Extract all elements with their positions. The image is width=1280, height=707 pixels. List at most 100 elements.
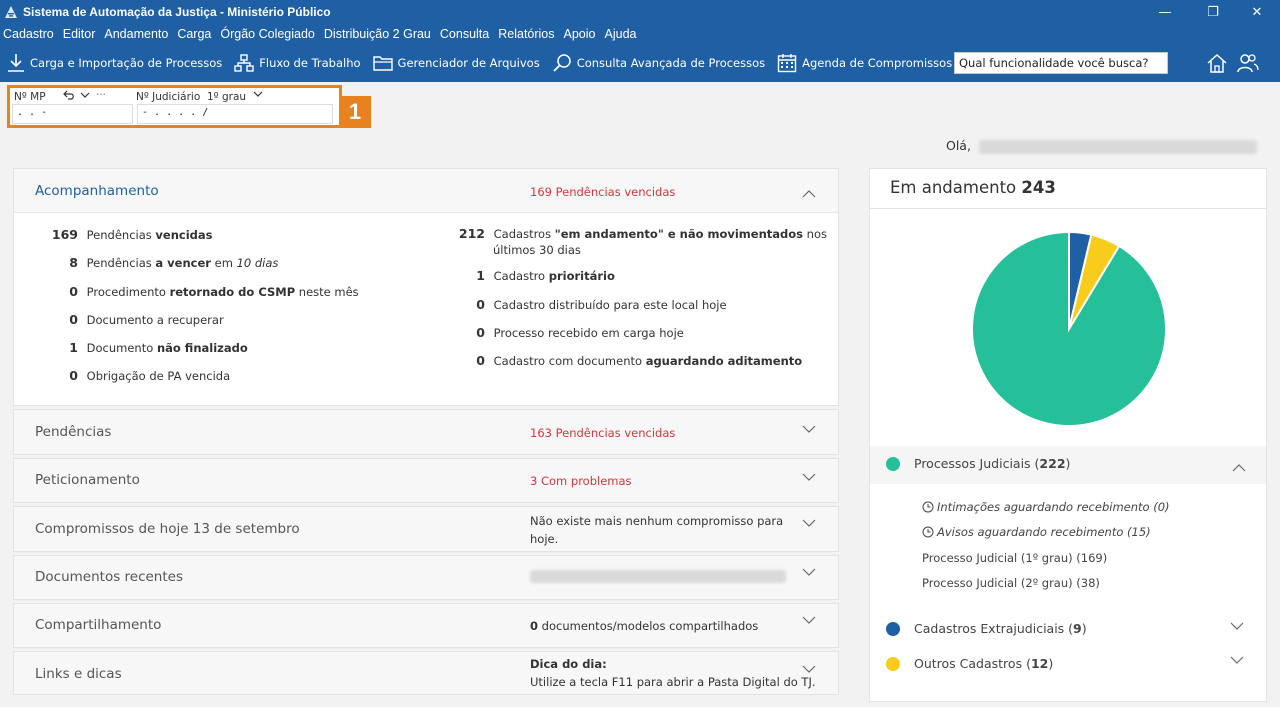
- stat-procedimento-retornado[interactable]: 0 Procedimento retornado do CSMP neste m…: [34, 284, 358, 299]
- legend-cadastros-extrajudiciais[interactable]: Cadastros Extrajudiciais (9): [886, 621, 1087, 636]
- pendencias-label: Pendências vencidas: [555, 426, 676, 440]
- calendar-icon: [777, 54, 797, 73]
- stat-cadastro-prioritario[interactable]: 1 Cadastro prioritário: [446, 268, 615, 283]
- chevron-down-icon[interactable]: [802, 662, 816, 676]
- minimize-button[interactable]: —: [1158, 4, 1172, 20]
- more-options-icon[interactable]: ···: [96, 89, 107, 101]
- em-andamento-header: Em andamento 243: [870, 169, 1266, 209]
- compromissos-line1: Não existe mais nenhum compromisso para: [530, 514, 784, 528]
- stat-pendencias-a-vencer[interactable]: 8 Pendências a vencer em 10 dias: [34, 255, 278, 270]
- title-bar: Sistema de Automação da Justiça - Minist…: [0, 0, 1280, 24]
- judiciais-header-bg[interactable]: [870, 446, 1266, 484]
- menu-cadastro[interactable]: Cadastro: [3, 27, 54, 41]
- judiciario-number-input[interactable]: - . . . . /: [137, 104, 333, 124]
- recent-document-redacted[interactable]: [530, 570, 786, 583]
- legend-dot-outros: [886, 656, 900, 671]
- dica-text: Utilize a tecla F11 para abrir a Pasta D…: [530, 675, 816, 689]
- menu-distribuicao[interactable]: Distribuição 2 Grau: [323, 27, 431, 41]
- acompanhamento-header[interactable]: [14, 169, 838, 213]
- links-dicas-panel[interactable]: Links e dicas Dica do dia: Utilize a tec…: [13, 651, 839, 695]
- stat-obrigacao-pa[interactable]: 0 Obrigação de PA vencida: [34, 368, 230, 383]
- restore-button[interactable]: ❐: [1207, 4, 1219, 20]
- chevron-down-icon[interactable]: [802, 470, 816, 484]
- menu-orgao-colegiado[interactable]: Órgão Colegiado: [220, 27, 315, 41]
- legend-processos-judiciais[interactable]: Processos Judiciais (222): [886, 456, 1070, 471]
- carga-importacao-button[interactable]: Carga e Importação de Processos: [7, 53, 222, 73]
- chevron-down-icon[interactable]: [802, 516, 816, 530]
- grau-select[interactable]: 1º grau: [207, 91, 247, 103]
- menu-ajuda[interactable]: Ajuda: [604, 27, 637, 41]
- chevron-down-icon[interactable]: [802, 613, 816, 627]
- acompanhamento-title: Acompanhamento: [35, 183, 159, 199]
- processo-segundo-grau[interactable]: Processo Judicial (2º grau) (38): [922, 576, 1100, 590]
- chevron-down-icon[interactable]: [253, 90, 263, 98]
- legend-outros-cadastros[interactable]: Outros Cadastros (12): [886, 656, 1053, 671]
- home-icon[interactable]: [1206, 52, 1228, 74]
- em-andamento-card: Em andamento 243 Processos Judiciais (22…: [869, 168, 1267, 702]
- chevron-down-icon[interactable]: [1230, 619, 1244, 633]
- chevron-down-icon[interactable]: [802, 565, 816, 579]
- gerenciador-arquivos-button[interactable]: Gerenciador de Arquivos: [372, 54, 540, 72]
- compartilhamento-panel[interactable]: Compartilhamento 0 documentos/modelos co…: [13, 603, 839, 648]
- documentos-recentes-panel[interactable]: Documentos recentes: [13, 555, 839, 600]
- menu-bar: Cadastro Editor Andamento Carga Órgão Co…: [0, 24, 1280, 44]
- stat-aguardando-aditamento[interactable]: 0 Cadastro com documento aguardando adit…: [446, 353, 802, 368]
- stat-text: Cadastro distribuído para este local hoj…: [493, 298, 727, 312]
- folder-icon: [372, 56, 393, 71]
- pie-slice-outros-cadastros[interactable]: [1068, 233, 1121, 330]
- consulta-avancada-button[interactable]: Consulta Avançada de Processos: [552, 53, 765, 73]
- chevron-down-icon[interactable]: [1230, 653, 1244, 667]
- summary-label: Pendências vencidas: [555, 185, 676, 199]
- pendencias-panel[interactable]: Pendências 163 Pendências vencidas: [13, 409, 839, 455]
- judiciais-count: 222: [1039, 456, 1066, 471]
- chevron-up-icon[interactable]: [1232, 461, 1246, 475]
- stat-cadastro-distribuido[interactable]: 0 Cadastro distribuído para este local h…: [446, 297, 727, 312]
- intimacoes-item[interactable]: Intimações aguardando recebimento (0): [922, 500, 1170, 514]
- mp-number-input[interactable]: . . -: [12, 104, 133, 124]
- chevron-down-icon[interactable]: [80, 91, 90, 99]
- menu-consulta[interactable]: Consulta: [439, 27, 490, 41]
- stat-num: 8: [69, 255, 78, 270]
- greeting: Olá,: [946, 138, 1257, 154]
- fluxo-trabalho-button[interactable]: Fluxo de Trabalho: [234, 54, 361, 72]
- stat-cadastros-nao-movimentados[interactable]: 212 Cadastros "em andamento" e não movim…: [446, 226, 827, 241]
- extrajudiciais-text: Cadastros Extrajudiciais: [914, 621, 1065, 636]
- close-button[interactable]: ✕: [1251, 4, 1263, 20]
- users-icon[interactable]: [1236, 52, 1260, 74]
- stat-num: 0: [69, 284, 78, 299]
- chevron-up-icon[interactable]: [802, 187, 816, 201]
- compartilhamento-title: Compartilhamento: [35, 617, 162, 633]
- stat-documento-nao-finalizado[interactable]: 1 Documento não finalizado: [34, 340, 247, 355]
- stat-pendencias-vencidas[interactable]: 169 Pendências vencidas: [34, 227, 213, 242]
- compromissos-line2: hoje.: [530, 532, 559, 546]
- stat-text: Processo recebido em carga hoje: [493, 326, 684, 340]
- clock-icon: [922, 501, 934, 513]
- stat-text: Cadastro com documento: [493, 354, 646, 368]
- legend-outros-label: Outros Cadastros (12): [914, 656, 1054, 671]
- menu-apoio[interactable]: Apoio: [563, 27, 596, 41]
- functionality-search-input[interactable]: Qual funcionalidade você busca?: [954, 52, 1168, 74]
- menu-editor[interactable]: Editor: [62, 27, 96, 41]
- menu-carga[interactable]: Carga: [177, 27, 212, 41]
- chevron-down-icon[interactable]: [802, 422, 816, 436]
- stat-bold: retornado do CSMP: [169, 285, 296, 299]
- em-andamento-label: Em andamento: [890, 178, 1017, 197]
- stat-processo-recebido[interactable]: 0 Processo recebido em carga hoje: [446, 325, 684, 340]
- em-andamento-pie-chart[interactable]: [969, 229, 1169, 429]
- stat-bold: prioritário: [548, 269, 615, 283]
- compromissos-title: Compromissos de hoje 13 de setembro: [35, 521, 300, 537]
- menu-andamento[interactable]: Andamento: [104, 27, 169, 41]
- agenda-compromissos-button[interactable]: Agenda de Compromissos: [777, 53, 952, 73]
- consulta-avancada-label: Consulta Avançada de Processos: [576, 56, 766, 70]
- peticionamento-panel[interactable]: Peticionamento 3 Com problemas: [13, 458, 839, 503]
- menu-relatorios[interactable]: Relatórios: [498, 27, 555, 41]
- documentos-title: Documentos recentes: [35, 569, 183, 585]
- stat-documento-recuperar[interactable]: 0 Documento a recuperar: [34, 312, 223, 327]
- judiciario-label: Nº Judiciário: [136, 91, 201, 103]
- undo-icon[interactable]: [62, 90, 76, 102]
- stat-bold: "em andamento" e não movimentados: [554, 227, 804, 241]
- avisos-item[interactable]: Avisos aguardando recebimento (15): [922, 525, 1151, 539]
- compromissos-panel[interactable]: Compromissos de hoje 13 de setembro Não …: [13, 506, 839, 552]
- intimacoes-text: Intimações aguardando recebimento (0): [937, 500, 1170, 514]
- processo-primeiro-grau[interactable]: Processo Judicial (1º grau) (169): [922, 551, 1108, 565]
